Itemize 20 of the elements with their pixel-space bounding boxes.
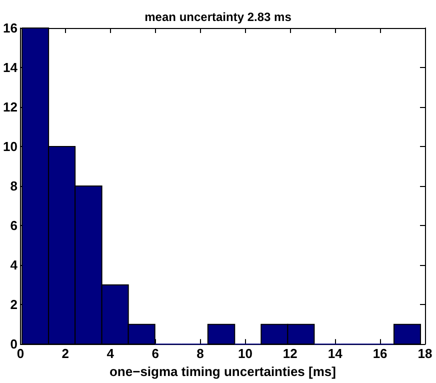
x-tick-label: 18 — [418, 346, 432, 362]
x-tick-label: 14 — [328, 346, 344, 362]
x-axis-title: one−sigma timing uncertainties [ms] — [109, 364, 336, 379]
y-tick-label: 2 — [10, 297, 18, 312]
y-tick-label: 6 — [10, 218, 18, 234]
x-tick-label: 4 — [106, 346, 115, 362]
y-tick-label: 4 — [10, 258, 18, 273]
x-tick-label: 8 — [196, 346, 204, 362]
chart-title: mean uncertainty 2.83 ms — [144, 10, 292, 24]
y-tick-label: 8 — [10, 178, 18, 194]
x-tick-label: 16 — [372, 346, 388, 362]
x-tick-label: 6 — [152, 346, 159, 362]
x-tick-label: 10 — [238, 346, 252, 362]
y-tick-label: 12 — [2, 100, 18, 115]
y-tick-label: 0 — [10, 336, 18, 352]
x-tick-label: 12 — [282, 346, 298, 362]
y-tick-label: 16 — [2, 20, 18, 36]
y-tick-label: 10 — [2, 139, 18, 154]
y-tick-label: 14 — [2, 60, 18, 76]
x-tick-label: 2 — [62, 346, 70, 362]
